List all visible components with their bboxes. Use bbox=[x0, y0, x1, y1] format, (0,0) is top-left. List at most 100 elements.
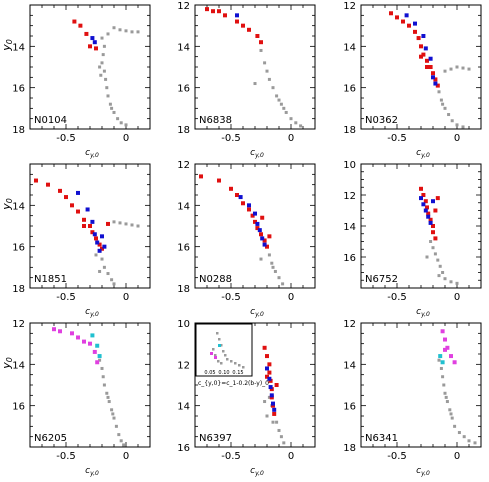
plot-frame bbox=[29, 322, 151, 448]
field-point bbox=[273, 269, 277, 273]
star-point bbox=[97, 248, 102, 253]
star-point bbox=[389, 11, 393, 16]
star-point bbox=[438, 354, 443, 359]
field-point bbox=[425, 255, 429, 259]
y-axis-label: y0 bbox=[0, 357, 14, 370]
x-axis-label: cy,0 bbox=[250, 148, 264, 159]
y-axis-label: y0 bbox=[0, 39, 14, 52]
star-point bbox=[52, 327, 56, 332]
inset-point bbox=[212, 348, 215, 351]
field-point bbox=[275, 420, 279, 424]
star-point bbox=[58, 188, 62, 193]
star-point bbox=[95, 343, 100, 348]
field-point bbox=[98, 269, 102, 273]
star-point bbox=[268, 378, 273, 383]
field-point bbox=[461, 66, 465, 70]
inset-tick-label: 0.15 bbox=[232, 370, 243, 376]
field-point bbox=[443, 277, 447, 281]
y-tick-label: 16 bbox=[177, 443, 190, 454]
cluster-label: N1851 bbox=[34, 274, 67, 285]
field-point bbox=[271, 86, 275, 90]
star-point bbox=[433, 81, 438, 86]
star-point bbox=[82, 339, 86, 344]
x-axis-label: cy,0 bbox=[85, 466, 99, 477]
y-tick-label: 12 bbox=[177, 160, 190, 171]
field-point bbox=[105, 86, 109, 90]
star-point bbox=[269, 387, 274, 392]
star-point bbox=[431, 71, 435, 76]
star-point bbox=[82, 224, 86, 228]
field-point bbox=[116, 117, 120, 121]
star-point bbox=[100, 234, 104, 239]
field-point bbox=[112, 416, 116, 420]
field-point bbox=[289, 117, 293, 121]
field-point bbox=[114, 424, 118, 428]
star-point bbox=[419, 186, 423, 191]
star-point bbox=[431, 230, 435, 235]
star-point bbox=[271, 403, 275, 408]
field-point bbox=[453, 424, 457, 428]
field-point bbox=[294, 121, 298, 125]
star-point bbox=[416, 36, 421, 41]
field-point bbox=[439, 366, 443, 370]
inset-star-point bbox=[214, 356, 217, 359]
field-point bbox=[271, 420, 275, 424]
x-tick-label: 0 bbox=[288, 451, 294, 462]
field-point bbox=[98, 358, 102, 362]
field-point bbox=[124, 29, 128, 33]
field-point bbox=[136, 30, 140, 34]
star-point bbox=[102, 244, 107, 249]
star-point bbox=[425, 58, 429, 63]
star-point bbox=[433, 236, 438, 241]
star-point bbox=[76, 209, 80, 214]
x-tick-label: 0 bbox=[288, 292, 294, 303]
star-point bbox=[413, 29, 417, 34]
field-point bbox=[110, 408, 114, 412]
cluster-label: N0288 bbox=[199, 274, 232, 285]
x-tick-label: -0.5 bbox=[56, 292, 76, 303]
cluster-label: N6205 bbox=[34, 433, 67, 444]
panel-n6397: -0.5 0 10 12 14 16 cy,0 N6397 0.05 0.10 0.15 c_{y,0… bbox=[177, 319, 316, 477]
star-point bbox=[274, 383, 279, 387]
panel-n1851: -0.5 0 14 16 18 cy,0 y0 N1851 bbox=[0, 163, 151, 318]
star-point bbox=[97, 354, 102, 359]
field-point bbox=[279, 102, 283, 106]
star-point bbox=[395, 15, 399, 20]
star-point bbox=[90, 333, 95, 338]
plot-frame bbox=[360, 163, 482, 289]
y-tick-label: 16 bbox=[343, 253, 356, 264]
panel-n6341: -0.5 0 12 14 16 18 cy,0 N6341 bbox=[343, 319, 482, 477]
field-point bbox=[263, 61, 267, 65]
plot-frame bbox=[194, 4, 316, 130]
y-tick-label: 18 bbox=[343, 125, 356, 136]
field-point bbox=[130, 223, 134, 227]
x-tick-label: -0.5 bbox=[387, 292, 407, 303]
field-point bbox=[130, 30, 134, 34]
panel-n6752: -0.5 0 10 12 14 16 cy,0 N6752 bbox=[343, 160, 482, 318]
field-point bbox=[112, 220, 116, 224]
y-tick-label: 10 bbox=[343, 160, 356, 171]
star-point bbox=[255, 221, 260, 226]
field-point bbox=[299, 124, 303, 128]
star-point bbox=[452, 360, 457, 365]
star-point bbox=[247, 27, 251, 32]
inset-point bbox=[214, 354, 217, 357]
y-tick-label: 16 bbox=[12, 243, 25, 254]
star-point bbox=[421, 34, 426, 38]
x-tick-label: -0.5 bbox=[221, 451, 241, 462]
star-point bbox=[407, 23, 411, 28]
star-point bbox=[253, 219, 257, 224]
star-point bbox=[428, 65, 433, 69]
field-point bbox=[101, 375, 105, 379]
inset-tick-label: 0.10 bbox=[218, 370, 229, 376]
field-point bbox=[122, 443, 126, 447]
cluster-label: N6838 bbox=[199, 115, 232, 126]
star-point bbox=[268, 385, 273, 390]
star-point bbox=[70, 203, 74, 208]
field-point bbox=[436, 258, 440, 262]
field-point bbox=[118, 28, 122, 32]
field-point bbox=[455, 123, 459, 127]
field-point bbox=[282, 106, 286, 110]
field-point bbox=[461, 125, 465, 129]
